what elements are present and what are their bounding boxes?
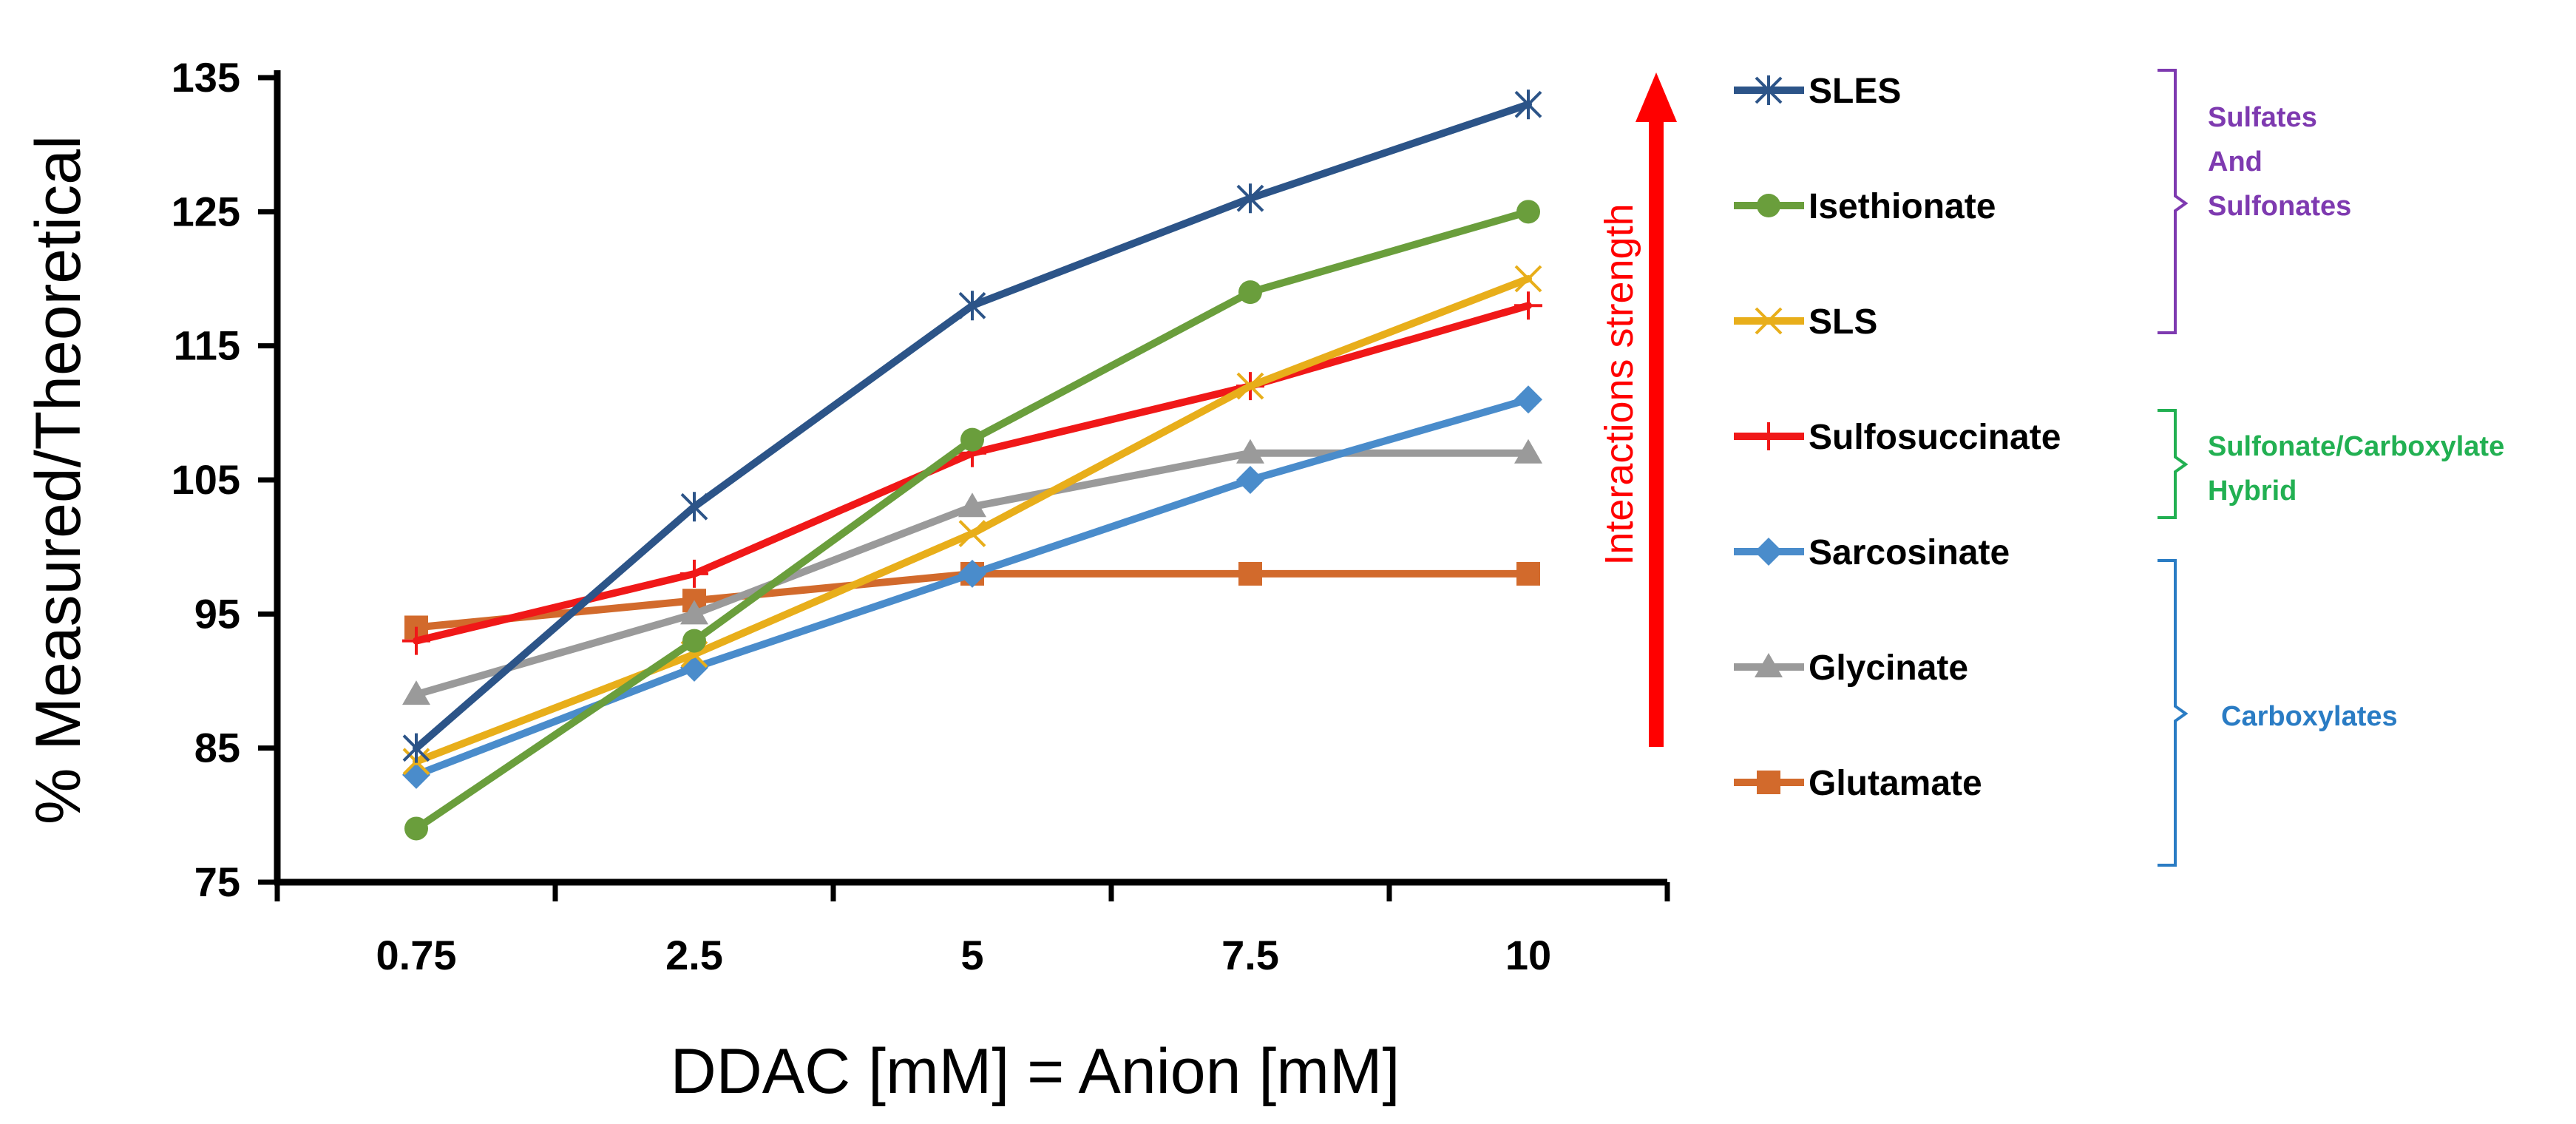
group-bracket: Sulfates And Sulfonates bbox=[2158, 69, 2351, 334]
group-label: Sulfates bbox=[2208, 102, 2317, 133]
axes: 75 85 95 105 115 125 135 0.75 2.5 5 7.5 10 DDAC [mM]… bbox=[23, 54, 1670, 1107]
legend-item-glutamate: Glutamate bbox=[1734, 764, 1982, 803]
legend-label: Sarcosinate bbox=[1809, 533, 2010, 572]
y-tick-label: 105 bbox=[172, 456, 240, 503]
legend-item-sles: SLES bbox=[1734, 72, 1901, 111]
glycinate-point bbox=[680, 600, 708, 625]
bracket-line bbox=[2158, 69, 2189, 334]
arrow-head bbox=[1636, 72, 1677, 122]
arrow-label: Interactions strength bbox=[1597, 203, 1641, 565]
glutamate-point bbox=[1516, 561, 1540, 586]
sulfosuccinate-point bbox=[1514, 291, 1542, 320]
group-label: Sulfonate/Carboxylate bbox=[2208, 431, 2504, 462]
series-sulfosuccinate bbox=[402, 291, 1542, 655]
legend-marker bbox=[1755, 653, 1783, 677]
y-tick-label: 135 bbox=[172, 54, 240, 101]
bracket-line bbox=[2158, 559, 2189, 867]
sles-point bbox=[958, 291, 986, 321]
sulfosuccinate-point bbox=[680, 559, 708, 588]
legend-label: Glycinate bbox=[1809, 649, 1968, 688]
x-axis-title: DDAC [mM] = Anion [mM] bbox=[671, 1036, 1400, 1107]
group-label: And bbox=[2208, 146, 2263, 177]
sarcosinate-point bbox=[958, 559, 986, 588]
series-sles bbox=[402, 89, 1542, 763]
series-isethionate bbox=[404, 200, 1540, 841]
glycinate-point bbox=[1514, 439, 1542, 464]
sls-point bbox=[1236, 372, 1264, 400]
x-tick-label: 10 bbox=[1505, 932, 1551, 978]
legend-item-sarcosinate: Sarcosinate bbox=[1734, 533, 2010, 572]
isethionate-point bbox=[1238, 280, 1262, 305]
y-tick-label: 75 bbox=[194, 859, 240, 905]
isethionate-point bbox=[404, 816, 428, 841]
surfactant-groups: Sulfates And Sulfonates Sulfonate/Carboxyla… bbox=[2158, 69, 2504, 867]
legend-marker bbox=[1757, 194, 1780, 217]
sles-point bbox=[402, 733, 430, 763]
legend-item-sls: SLS bbox=[1734, 302, 1877, 342]
glycinate-point bbox=[1236, 439, 1264, 464]
legend-item-sulfosuccinate: Sulfosuccinate bbox=[1734, 418, 2061, 457]
x-tick-label: 7.5 bbox=[1221, 932, 1279, 978]
sles-point bbox=[680, 492, 708, 522]
glycinate-point bbox=[402, 680, 430, 705]
legend-marker bbox=[1755, 75, 1783, 105]
sulfosuccinate-point bbox=[402, 626, 430, 655]
isethionate-point bbox=[960, 427, 984, 452]
series-layer bbox=[402, 89, 1542, 841]
legend-label: SLES bbox=[1809, 72, 1901, 111]
bracket-line bbox=[2158, 409, 2189, 519]
legend-label: SLS bbox=[1809, 302, 1877, 342]
isethionate-point bbox=[1516, 200, 1540, 224]
isethionate-point bbox=[682, 629, 706, 653]
sles-line bbox=[413, 101, 1532, 752]
sarcosinate-point bbox=[1514, 385, 1542, 414]
group-label: Hybrid bbox=[2208, 475, 2297, 507]
legend-label: Sulfosuccinate bbox=[1809, 418, 2061, 457]
y-tick-label: 125 bbox=[172, 188, 240, 234]
group-label: Sulfonates bbox=[2208, 191, 2351, 222]
y-axis-title: % Measured/Theoretical bbox=[23, 135, 94, 825]
sulfosuccinate-line bbox=[413, 302, 1532, 645]
legend: SLES Isethionate SLS Sulfosuccinate Sarcosin… bbox=[1734, 72, 2061, 803]
sarcosinate-point bbox=[1236, 466, 1264, 494]
legend-marker bbox=[1757, 771, 1780, 794]
legend-item-isethionate: Isethionate bbox=[1734, 187, 1996, 226]
sls-point bbox=[958, 520, 986, 547]
series-sls bbox=[402, 265, 1542, 776]
x-tick-label: 0.75 bbox=[376, 932, 457, 978]
glycinate-point bbox=[958, 492, 986, 518]
legend-item-glycinate: Glycinate bbox=[1734, 649, 1968, 688]
legend-marker bbox=[1755, 422, 1783, 450]
y-tick-label: 85 bbox=[194, 725, 240, 771]
legend-marker bbox=[1755, 307, 1783, 335]
x-tick-label: 5 bbox=[960, 932, 983, 978]
legend-marker bbox=[1755, 538, 1783, 566]
interactions-annotation: Interactions strength bbox=[1597, 72, 1677, 747]
y-tick-label: 95 bbox=[194, 590, 240, 637]
group-bracket: Carboxylates bbox=[2158, 559, 2398, 867]
glutamate-point bbox=[1238, 561, 1262, 586]
sls-point bbox=[1514, 265, 1542, 293]
group-label: Carboxylates bbox=[2221, 701, 2398, 732]
sles-point bbox=[1514, 89, 1542, 120]
x-tick-label: 2.5 bbox=[665, 932, 723, 978]
group-bracket: Sulfonate/Carboxylate Hybrid bbox=[2158, 409, 2504, 519]
y-tick-label: 115 bbox=[174, 322, 240, 369]
legend-label: Glutamate bbox=[1809, 764, 1982, 803]
sles-point bbox=[1236, 183, 1264, 214]
legend-label: Isethionate bbox=[1809, 187, 1996, 226]
